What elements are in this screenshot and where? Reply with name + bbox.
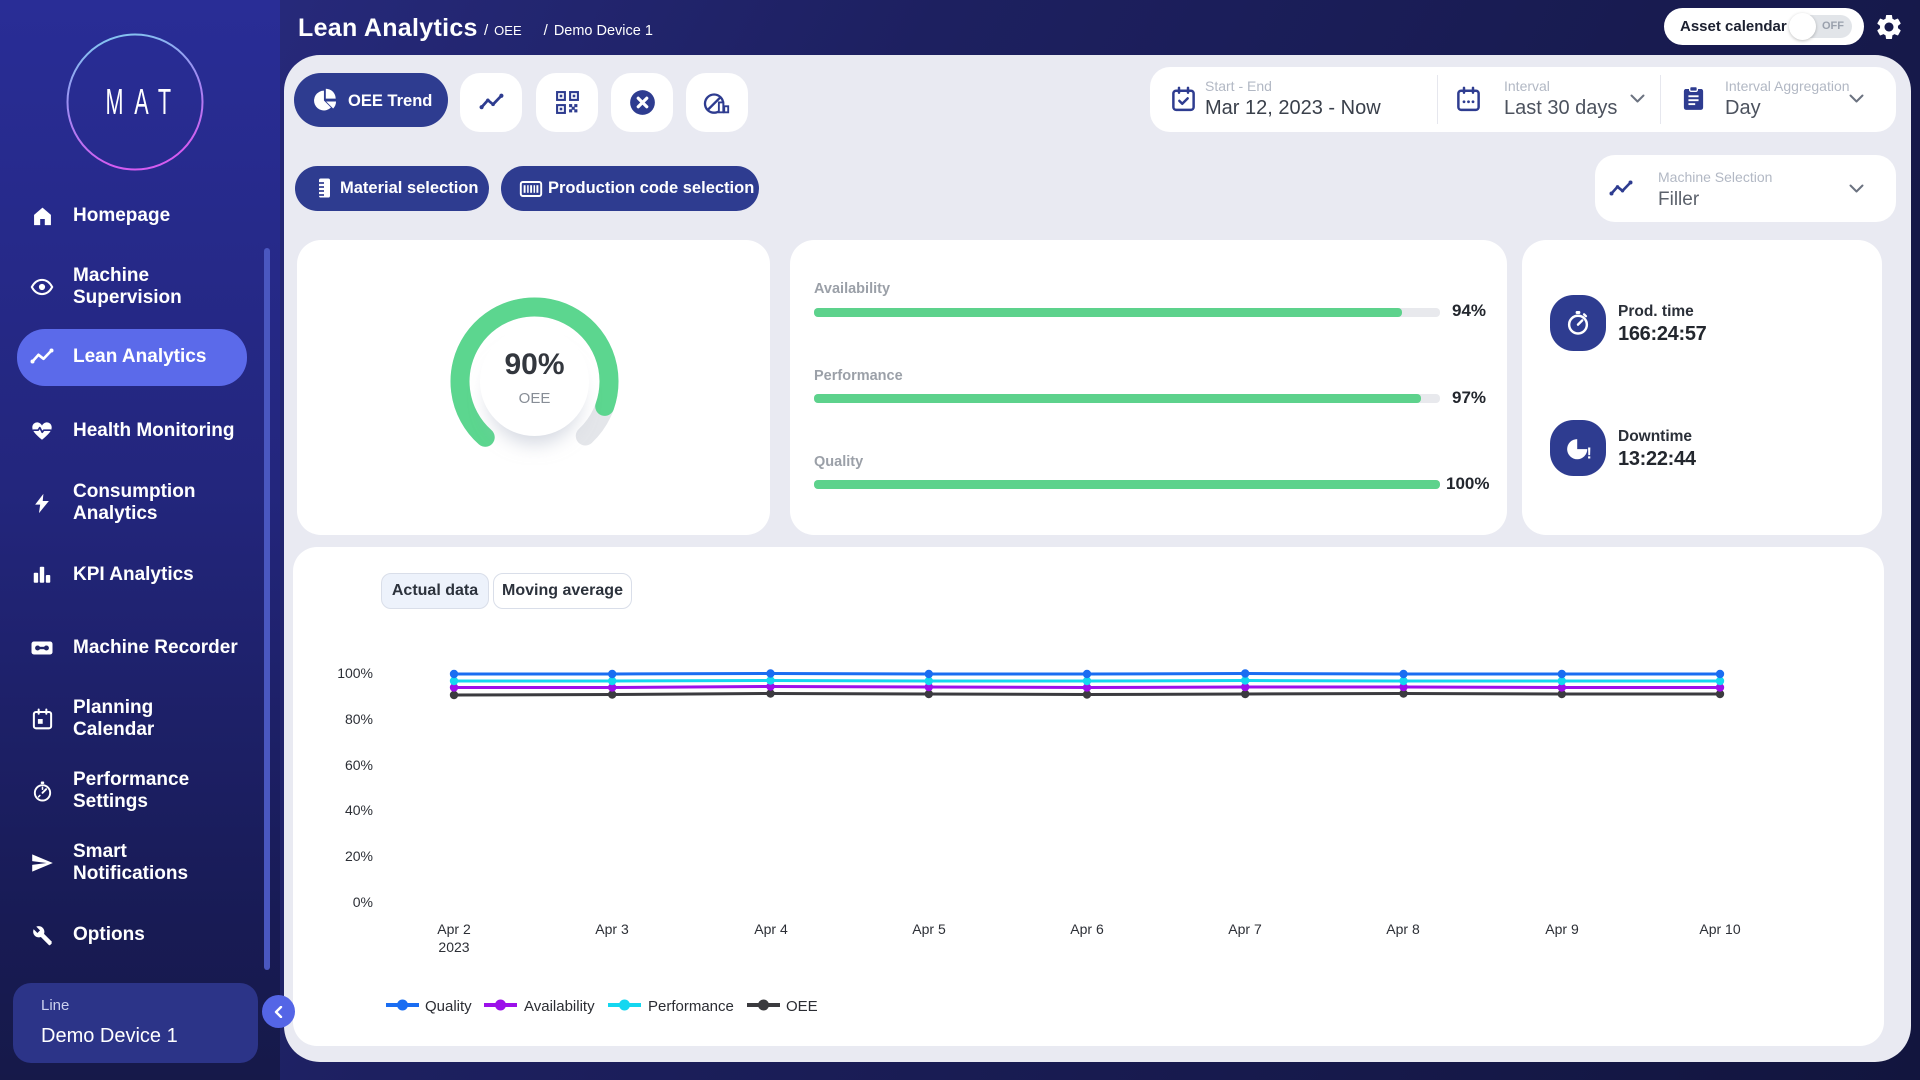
svg-text:100%: 100%	[337, 665, 373, 681]
svg-text:Quality: Quality	[425, 998, 472, 1015]
svg-text:20%: 20%	[345, 848, 373, 864]
svg-text:Performance: Performance	[648, 998, 734, 1015]
svg-text:Apr 8: Apr 8	[1386, 921, 1420, 937]
svg-text:80%: 80%	[345, 711, 373, 727]
svg-text:0%: 0%	[353, 894, 373, 910]
svg-text:Apr 3: Apr 3	[595, 921, 629, 937]
svg-text:Availability: Availability	[524, 998, 595, 1015]
svg-text:40%: 40%	[345, 802, 373, 818]
svg-text:Apr 4: Apr 4	[754, 921, 788, 937]
svg-text:60%: 60%	[345, 757, 373, 773]
svg-text:!: !	[1586, 445, 1591, 462]
svg-text:Apr 5: Apr 5	[912, 921, 946, 937]
svg-text:Apr 10: Apr 10	[1699, 921, 1740, 937]
svg-text:2023: 2023	[438, 939, 469, 955]
svg-text:Apr 9: Apr 9	[1545, 921, 1579, 937]
svg-text:Apr 6: Apr 6	[1070, 921, 1104, 937]
svg-text:OEE: OEE	[786, 998, 818, 1015]
svg-text:Apr 7: Apr 7	[1228, 921, 1262, 937]
svg-text:Apr 2: Apr 2	[437, 921, 471, 937]
